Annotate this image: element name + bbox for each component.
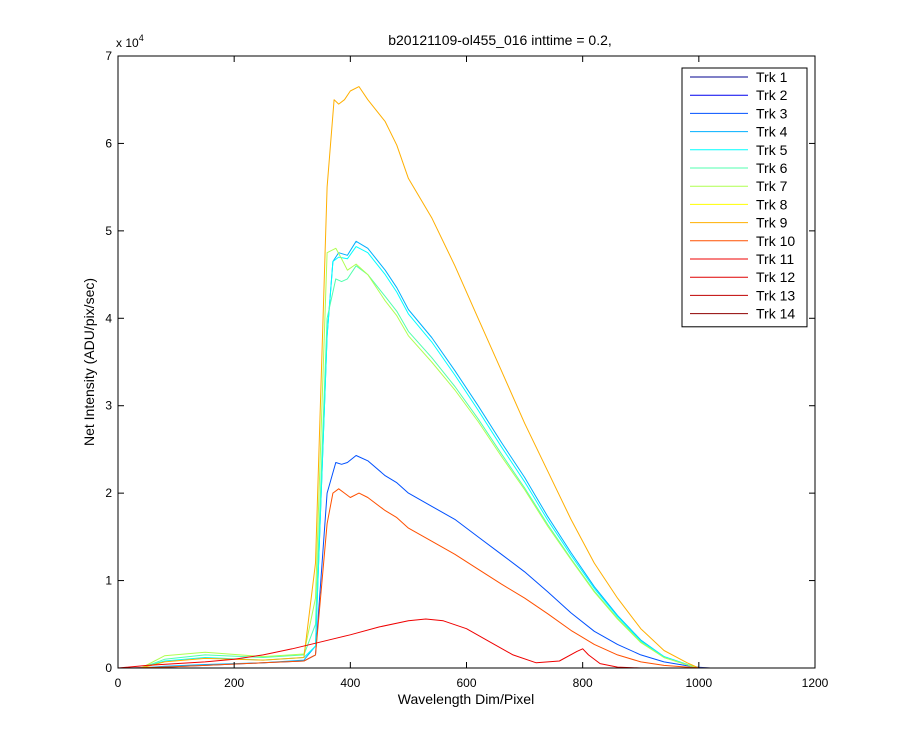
series-line-trk-10 (129, 488, 711, 669)
legend-label: Trk 10 (756, 233, 795, 249)
series-line-trk-5 (141, 246, 699, 669)
y-exponent-label: x 104 (116, 33, 144, 50)
series-line-trk-11 (117, 618, 717, 669)
y-exponent-power: 4 (139, 33, 144, 43)
x-tick-label: 1200 (802, 676, 829, 690)
legend-label: Trk 8 (756, 196, 788, 212)
legend-label: Trk 2 (756, 87, 788, 103)
x-axis-label: Wavelength Dim/Pixel (398, 691, 534, 707)
legend-label: Trk 13 (756, 287, 795, 303)
y-tick-label: 7 (105, 49, 112, 63)
series-line-trk-6 (141, 265, 699, 669)
series-line-trk-4 (141, 240, 699, 669)
legend-label: Trk 3 (756, 105, 788, 121)
y-exponent-base: x 10 (116, 36, 139, 50)
legend-label: Trk 11 (756, 251, 794, 267)
legend-label: Trk 5 (756, 142, 788, 158)
legend-label: Trk 9 (756, 215, 788, 231)
series-line-trk-7 (140, 247, 699, 669)
y-tick-label: 0 (105, 661, 112, 675)
legend-label: Trk 1 (756, 69, 788, 85)
legend-box (681, 67, 808, 328)
y-tick-label: 6 (105, 136, 112, 150)
legend-label: Trk 12 (756, 269, 795, 285)
x-tick-label: 800 (573, 676, 593, 690)
y-axis-label: Net Intensity (ADU/pix/sec) (81, 278, 97, 446)
legend-label: Trk 7 (756, 178, 788, 194)
tick-layer: 0 200 400 600 800 1000 1200 0 1 2 3 4 5 6 7 (105, 49, 828, 690)
x-tick-label: 600 (456, 676, 476, 690)
series-line-trk-9 (141, 86, 700, 669)
y-tick-label: 1 (105, 574, 112, 588)
x-tick-label: 400 (340, 676, 360, 690)
y-tick-label: 2 (105, 486, 112, 500)
y-tick-label: 3 (105, 399, 112, 413)
legend-label: Trk 14 (756, 306, 795, 322)
legend: Trk 1 Trk 2 Trk 3 Trk 4 Trk 5 Trk 6 Trk 7 Trk 8… (681, 67, 808, 328)
y-tick-label: 5 (105, 224, 112, 238)
x-tick-label: 1000 (685, 676, 712, 690)
legend-label: Trk 6 (756, 160, 788, 176)
y-tick-label: 4 (105, 311, 112, 325)
legend-label: Trk 4 (756, 124, 788, 140)
x-tick-label: 0 (115, 676, 122, 690)
x-tick-label: 200 (224, 676, 244, 690)
chart-title: b20121109-ol455_016 inttime = 0.2, (388, 32, 612, 48)
